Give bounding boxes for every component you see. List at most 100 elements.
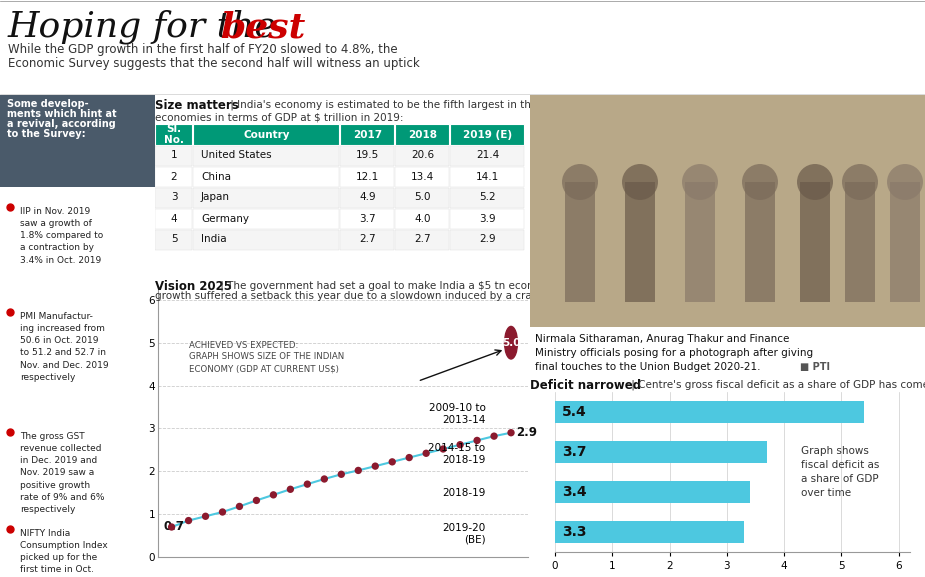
Text: 13.4: 13.4 bbox=[411, 171, 434, 182]
Text: 4.0: 4.0 bbox=[414, 213, 431, 223]
Circle shape bbox=[622, 164, 658, 200]
Text: Graph shows
fiscal deficit as
a share of GDP
over time: Graph shows fiscal deficit as a share of… bbox=[801, 446, 880, 498]
Text: Deficit narrowed: Deficit narrowed bbox=[530, 379, 641, 392]
Text: 2019 (E): 2019 (E) bbox=[462, 129, 512, 140]
Circle shape bbox=[742, 164, 778, 200]
Text: NIFTY India
Consumption Index
picked up for the
first time in Oct.
2019: NIFTY India Consumption Index picked up … bbox=[20, 529, 107, 577]
Text: India: India bbox=[201, 234, 227, 245]
Bar bbox=[450, 146, 524, 166]
Point bbox=[503, 428, 518, 437]
Text: | India's economy is estimated to be the fifth largest in the world. The top 5: | India's economy is estimated to be the… bbox=[227, 99, 625, 110]
Point bbox=[334, 470, 349, 479]
Bar bbox=[450, 230, 524, 250]
Text: Hoping for the: Hoping for the bbox=[8, 10, 289, 44]
Circle shape bbox=[842, 164, 878, 200]
Text: Japan: Japan bbox=[201, 193, 230, 203]
Point bbox=[216, 507, 230, 516]
Text: 4.9: 4.9 bbox=[359, 193, 376, 203]
Point bbox=[198, 512, 213, 521]
Bar bbox=[155, 188, 192, 208]
Bar bbox=[193, 209, 339, 229]
Bar bbox=[450, 209, 524, 229]
Bar bbox=[800, 182, 830, 302]
Bar bbox=[193, 167, 339, 187]
Text: 19.5: 19.5 bbox=[356, 151, 379, 160]
Bar bbox=[395, 167, 449, 187]
Point bbox=[487, 432, 501, 441]
Text: Sl.
No.: Sl. No. bbox=[164, 123, 184, 145]
Point bbox=[181, 516, 196, 525]
Point bbox=[368, 462, 383, 471]
Text: economies in terms of GDP at $ trillion in 2019:: economies in terms of GDP at $ trillion … bbox=[155, 112, 403, 122]
Point bbox=[300, 479, 314, 489]
Circle shape bbox=[504, 327, 517, 359]
Circle shape bbox=[797, 164, 833, 200]
Bar bbox=[555, 481, 749, 503]
Text: growth suffered a setback this year due to a slowdown induced by a crash in dema: growth suffered a setback this year due … bbox=[155, 291, 603, 301]
Text: 5: 5 bbox=[171, 234, 178, 245]
Bar bbox=[395, 188, 449, 208]
Point bbox=[385, 457, 400, 466]
Bar bbox=[340, 209, 394, 229]
Text: United States: United States bbox=[201, 151, 272, 160]
Point bbox=[401, 453, 416, 462]
Bar bbox=[395, 146, 449, 166]
Point bbox=[249, 496, 264, 505]
Circle shape bbox=[562, 164, 598, 200]
Text: 14.1: 14.1 bbox=[475, 171, 500, 182]
Bar bbox=[555, 441, 767, 463]
Text: China: China bbox=[201, 171, 231, 182]
Text: 2017: 2017 bbox=[353, 129, 382, 140]
Bar bbox=[193, 146, 339, 166]
Bar bbox=[193, 188, 339, 208]
Bar bbox=[450, 167, 524, 187]
Bar bbox=[685, 182, 715, 302]
Text: to the Survey:: to the Survey: bbox=[7, 129, 86, 139]
Text: 0.7: 0.7 bbox=[163, 520, 184, 533]
Bar bbox=[845, 182, 875, 302]
Text: 2: 2 bbox=[171, 171, 178, 182]
Bar bbox=[555, 521, 744, 543]
Bar bbox=[625, 182, 655, 302]
Text: 4: 4 bbox=[171, 213, 178, 223]
Text: 3: 3 bbox=[171, 193, 178, 203]
Bar bbox=[565, 182, 595, 302]
Text: Size matters: Size matters bbox=[155, 99, 239, 112]
Text: best: best bbox=[220, 10, 305, 44]
Point bbox=[436, 444, 450, 454]
Text: final touches to the Union Budget 2020-21.: final touches to the Union Budget 2020-2… bbox=[535, 362, 760, 372]
Text: 3.3: 3.3 bbox=[561, 525, 586, 539]
Circle shape bbox=[682, 164, 718, 200]
Point bbox=[164, 522, 179, 531]
Text: 2.9: 2.9 bbox=[516, 426, 537, 439]
Bar bbox=[890, 182, 920, 302]
Bar bbox=[155, 230, 192, 250]
Text: 1: 1 bbox=[171, 151, 178, 160]
Text: 3.7: 3.7 bbox=[561, 445, 586, 459]
Text: While the GDP growth in the first half of FY20 slowed to 4.8%, the: While the GDP growth in the first half o… bbox=[8, 43, 398, 56]
Text: 5.4: 5.4 bbox=[561, 405, 586, 419]
Text: 21.4: 21.4 bbox=[475, 151, 500, 160]
Text: a revival, according: a revival, according bbox=[7, 119, 116, 129]
Text: 2.7: 2.7 bbox=[359, 234, 376, 245]
Bar bbox=[155, 167, 192, 187]
Text: Nirmala Sitharaman, Anurag Thakur and Finance: Nirmala Sitharaman, Anurag Thakur and Fi… bbox=[535, 334, 789, 344]
Text: Germany: Germany bbox=[201, 213, 249, 223]
Text: ACHIEVED VS EXPECTED:
GRAPH SHOWS SIZE OF THE INDIAN
ECONOMY (GDP AT CURRENT US$: ACHIEVED VS EXPECTED: GRAPH SHOWS SIZE O… bbox=[189, 340, 344, 373]
Point bbox=[232, 502, 247, 511]
Bar bbox=[193, 230, 339, 250]
Text: ■ PTI: ■ PTI bbox=[800, 362, 830, 372]
Bar bbox=[450, 124, 524, 145]
Text: Ministry officials posing for a photograph after giving: Ministry officials posing for a photogra… bbox=[535, 348, 813, 358]
Bar bbox=[340, 167, 394, 187]
Text: 3.9: 3.9 bbox=[479, 213, 496, 223]
Text: | Centre's gross fiscal deficit as a share of GDP has come down in the past five: | Centre's gross fiscal deficit as a sha… bbox=[628, 379, 925, 389]
Bar bbox=[155, 124, 192, 145]
Point bbox=[452, 440, 467, 449]
Bar bbox=[555, 401, 864, 423]
Text: 2018: 2018 bbox=[408, 129, 437, 140]
Bar bbox=[155, 146, 192, 166]
Text: IIP in Nov. 2019
saw a growth of
1.8% compared to
a contraction by
3.4% in Oct. : IIP in Nov. 2019 saw a growth of 1.8% co… bbox=[20, 207, 104, 265]
Circle shape bbox=[887, 164, 923, 200]
Text: ments which hint at: ments which hint at bbox=[7, 109, 117, 119]
